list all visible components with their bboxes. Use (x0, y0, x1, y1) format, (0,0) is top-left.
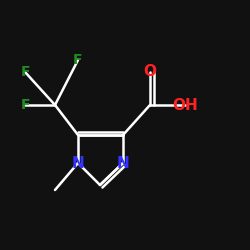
Text: N: N (72, 156, 85, 170)
Text: O: O (144, 64, 156, 80)
Text: F: F (73, 53, 83, 67)
Text: F: F (20, 65, 30, 79)
Text: OH: OH (172, 98, 198, 112)
Text: F: F (20, 98, 30, 112)
Text: N: N (116, 156, 130, 170)
